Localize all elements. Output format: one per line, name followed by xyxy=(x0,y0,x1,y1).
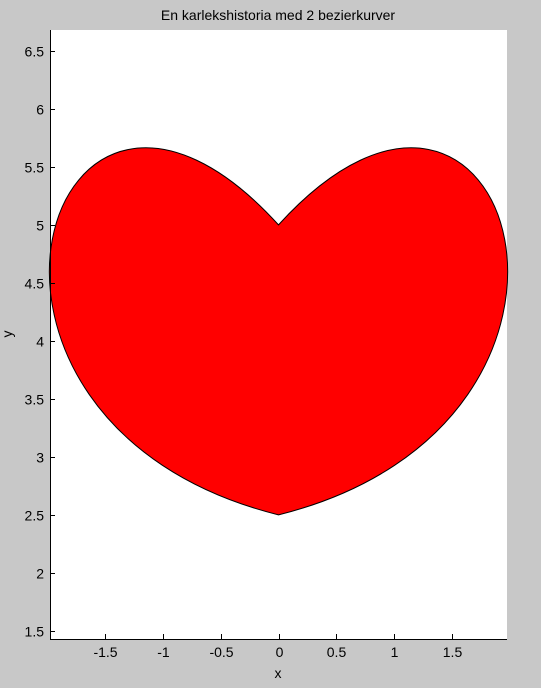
y-axis-label: y xyxy=(0,331,15,338)
chart-title: En karlekshistoria med 2 bezierkurver xyxy=(161,7,396,23)
x-tick-label: 1 xyxy=(391,644,399,660)
heart-shape-0 xyxy=(49,147,508,516)
y-tick-label: 4.5 xyxy=(25,276,45,292)
y-tick-label: 2.5 xyxy=(25,508,45,524)
x-tick-label: -0.5 xyxy=(209,644,233,660)
x-tick-label: 0 xyxy=(276,644,284,660)
x-tick-label: 0.5 xyxy=(327,644,347,660)
y-tick-label: 3.5 xyxy=(25,392,45,408)
x-tick-label: -1 xyxy=(157,644,170,660)
y-tick-label: 5.5 xyxy=(25,160,45,176)
y-tick-label: 4 xyxy=(36,334,44,350)
y-tick-label: 6 xyxy=(36,102,44,118)
data-layer xyxy=(49,147,508,516)
y-tick-label: 2 xyxy=(36,566,44,582)
axes-layer: -1.5 -1 -0.5 0 0.5 1 1.5 1.5 2 2.5 3 3.5 4 4.5 5 5.5 6 6.… xyxy=(25,30,507,660)
y-tick-label: 1.5 xyxy=(25,624,45,640)
y-tick-label: 3 xyxy=(36,450,44,466)
y-tick-label: 6.5 xyxy=(25,44,45,60)
x-axis-label: x xyxy=(275,665,282,681)
y-tick-label: 5 xyxy=(36,218,44,234)
x-tick-label: -1.5 xyxy=(93,644,117,660)
x-tick-label: 1.5 xyxy=(443,644,463,660)
